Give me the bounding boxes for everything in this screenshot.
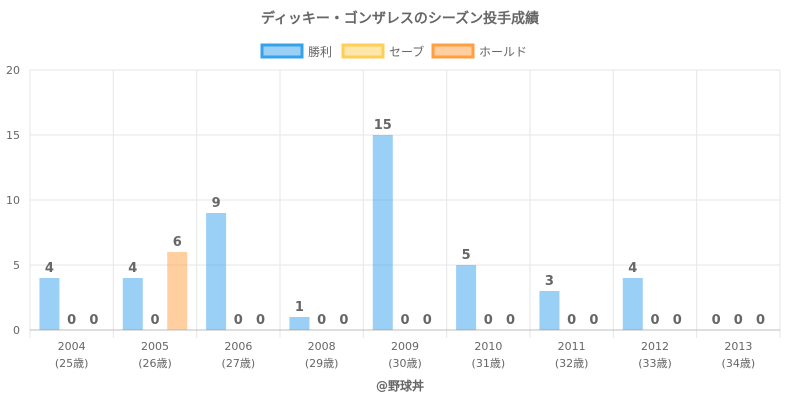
x-tick-label: 2004 <box>58 340 86 353</box>
y-tick-label: 0 <box>13 324 20 337</box>
data-label: 15 <box>374 118 392 133</box>
x-age-label: (33歳) <box>638 357 672 370</box>
data-label: 0 <box>67 313 76 328</box>
data-label: 6 <box>173 235 182 250</box>
y-tick-label: 5 <box>13 259 20 272</box>
data-label: 0 <box>234 313 243 328</box>
data-label: 0 <box>589 313 598 328</box>
x-age-label: (25歳) <box>55 357 89 370</box>
data-label: 0 <box>673 313 682 328</box>
x-tick-label: 2006 <box>224 340 252 353</box>
data-label: 4 <box>128 261 137 276</box>
y-tick-label: 10 <box>6 194 20 207</box>
data-label: 4 <box>628 261 637 276</box>
bar-2008-1[interactable] <box>289 317 310 330</box>
bar-2005-1[interactable] <box>122 278 143 330</box>
chart-title: ディッキー・ゴンザレスのシーズン投手成績 <box>261 10 539 27</box>
x-axis: 2004 (25歳) 2005 (26歳) 2006 (27歳) 2008 (29歳) 2009… <box>30 329 780 370</box>
bar-2005-3[interactable] <box>167 252 188 330</box>
x-age-label: (32歳) <box>555 357 589 370</box>
bar-2009-1[interactable] <box>372 135 393 330</box>
legend-label-3[interactable]: ホールド <box>479 45 527 59</box>
grid <box>29 69 781 338</box>
data-label: 0 <box>150 313 159 328</box>
y-tick-label: 15 <box>6 129 20 142</box>
bar-2010-1[interactable] <box>456 265 477 330</box>
bars <box>39 135 643 330</box>
data-label: 0 <box>567 313 576 328</box>
x-tick-label: 2005 <box>141 340 169 353</box>
data-label: 0 <box>400 313 409 328</box>
x-tick-label: 2010 <box>474 340 502 353</box>
data-label: 9 <box>212 196 221 211</box>
data-label: 0 <box>734 313 743 328</box>
data-label: 0 <box>506 313 515 328</box>
x-age-label: (27歳) <box>222 357 256 370</box>
legend-swatch-3[interactable] <box>431 43 475 59</box>
data-label: 5 <box>462 248 471 263</box>
data-label: 0 <box>484 313 493 328</box>
data-label: 0 <box>423 313 432 328</box>
x-tick-label: 2011 <box>558 340 586 353</box>
legend-swatch-1[interactable] <box>260 43 304 59</box>
legend-label-1[interactable]: 勝利 <box>308 44 332 59</box>
bar-2006-1[interactable] <box>206 213 227 330</box>
data-label: 1 <box>295 300 304 315</box>
y-axis: 0 5 10 15 20 <box>6 64 20 337</box>
bar-2004-1[interactable] <box>39 278 60 330</box>
x-age-label: (29歳) <box>305 357 339 370</box>
legend: 勝利 セーブ ホールド <box>260 43 527 59</box>
x-tick-label: 2009 <box>391 340 419 353</box>
x-tick-label: 2008 <box>308 340 336 353</box>
data-label: 0 <box>256 313 265 328</box>
x-age-label: (34歳) <box>722 357 756 370</box>
data-label: 0 <box>317 313 326 328</box>
data-label: 0 <box>89 313 98 328</box>
bar-2012-1[interactable] <box>622 278 643 330</box>
bar-2011-1[interactable] <box>539 291 560 330</box>
data-label: 0 <box>339 313 348 328</box>
data-label: 4 <box>45 261 54 276</box>
x-tick-label: 2013 <box>724 340 752 353</box>
data-label: 3 <box>545 274 554 289</box>
legend-label-2[interactable]: セーブ <box>389 44 424 59</box>
x-age-label: (26歳) <box>138 357 172 370</box>
x-age-label: (31歳) <box>472 357 506 370</box>
credit-text: @野球丼 <box>376 378 424 393</box>
y-tick-label: 20 <box>6 64 20 77</box>
data-label: 0 <box>756 313 765 328</box>
x-age-label: (30歳) <box>388 357 422 370</box>
x-tick-label: 2012 <box>641 340 669 353</box>
data-label: 0 <box>650 313 659 328</box>
legend-swatch-2[interactable] <box>341 43 385 59</box>
data-label: 0 <box>712 313 721 328</box>
